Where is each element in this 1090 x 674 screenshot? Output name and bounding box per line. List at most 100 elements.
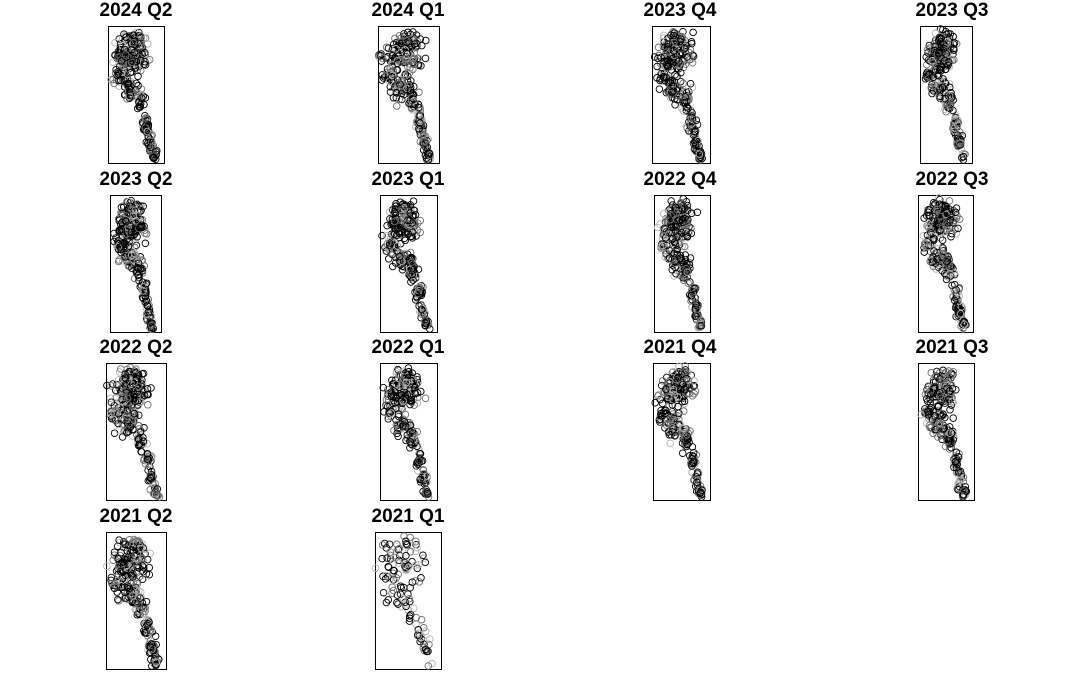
scatter-point [111, 386, 120, 395]
scatter-point [949, 32, 957, 41]
scatter-point [671, 101, 679, 109]
scatter-point [109, 58, 117, 66]
scatter-point [398, 257, 406, 265]
scatter-point [148, 131, 156, 139]
scatter-point [126, 68, 135, 77]
scatter-point [949, 368, 958, 376]
scatter-point [391, 577, 400, 586]
scatter-point [114, 595, 122, 604]
scatter-point [946, 262, 955, 270]
scatter-point [121, 540, 129, 549]
scatter-point [384, 563, 393, 571]
scatter-point [956, 310, 965, 318]
scatter-point [950, 280, 959, 289]
scatter-point [385, 77, 394, 86]
scatter-point [421, 137, 429, 146]
scatter-point [152, 661, 160, 670]
scatter-point [692, 451, 701, 459]
scatter-plot [653, 195, 711, 333]
scatter-point [684, 435, 692, 444]
scatter-point [683, 440, 691, 448]
scatter-point [688, 459, 696, 468]
scatter-point [654, 392, 662, 400]
scatter-point [680, 407, 688, 415]
scatter-point [134, 421, 143, 430]
scatter-point [677, 68, 685, 77]
scatter-point [385, 540, 394, 548]
scatter-point [950, 296, 959, 305]
scatter-point [947, 369, 956, 377]
scatter-point [132, 365, 140, 373]
scatter-point [655, 85, 664, 93]
scatter-point [937, 37, 945, 46]
scatter-point [947, 443, 955, 452]
facet-panel: 2023 Q3 [816, 0, 1088, 168]
scatter-point [379, 572, 387, 581]
scatter-point [679, 424, 688, 433]
scatter-point [383, 392, 392, 400]
scatter-point [934, 245, 942, 253]
scatter-point [686, 208, 694, 216]
scatter-point [660, 61, 668, 69]
scatter-point [390, 230, 399, 238]
scatter-point [147, 640, 156, 648]
scatter-point [418, 41, 426, 50]
scatter-point [944, 61, 952, 69]
scatter-point [928, 89, 936, 98]
scatter-point [111, 39, 119, 47]
scatter-point [666, 48, 674, 57]
scatter-point [137, 593, 145, 601]
scatter-point [145, 563, 154, 572]
scatter-point [142, 126, 151, 134]
scatter-point [952, 448, 961, 457]
scatter-point [956, 139, 964, 148]
scatter-point [935, 49, 943, 57]
scatter-point [138, 264, 146, 273]
scatter-point [396, 252, 404, 261]
scatter-point [656, 220, 664, 228]
scatter-point [387, 392, 395, 401]
scatter-point [927, 368, 936, 377]
scatter-point [143, 310, 151, 318]
scatter-point [382, 247, 391, 255]
scatter-point [413, 293, 421, 302]
scatter-point [935, 216, 944, 224]
scatter-point [138, 562, 147, 570]
scatter-point [126, 91, 135, 99]
scatter-point [381, 575, 390, 583]
plot-frame [110, 195, 162, 333]
scatter-point [120, 420, 128, 428]
scatter-point [670, 47, 678, 55]
scatter-point [120, 91, 129, 99]
scatter-point [132, 217, 140, 225]
scatter-point [938, 83, 947, 92]
scatter-point [144, 620, 152, 628]
scatter-point [147, 137, 156, 145]
scatter-point [417, 574, 425, 582]
scatter-point [936, 65, 945, 73]
panel-title: 2023 Q2 [99, 169, 173, 190]
scatter-point [684, 377, 693, 385]
scatter-point [937, 394, 946, 403]
scatter-point [937, 255, 945, 263]
scatter-point [669, 82, 678, 90]
facet-panel: 2022 Q4 [544, 169, 816, 337]
scatter-point [379, 588, 388, 597]
scatter-point [141, 239, 150, 248]
scatter-point [671, 227, 680, 235]
scatter-point [402, 602, 410, 611]
scatter-point [937, 378, 945, 386]
scatter-point [934, 433, 942, 441]
scatter-point [695, 147, 703, 156]
scatter-point [688, 462, 696, 470]
scatter-point [385, 72, 393, 80]
scatter-point [952, 204, 961, 212]
scatter-point [139, 287, 147, 295]
scatter-point [411, 383, 419, 392]
scatter-point [137, 221, 146, 229]
scatter-point [679, 27, 687, 36]
scatter-point [690, 476, 699, 484]
scatter-point [401, 46, 409, 54]
scatter-point [408, 426, 417, 435]
scatter-point [134, 259, 143, 268]
